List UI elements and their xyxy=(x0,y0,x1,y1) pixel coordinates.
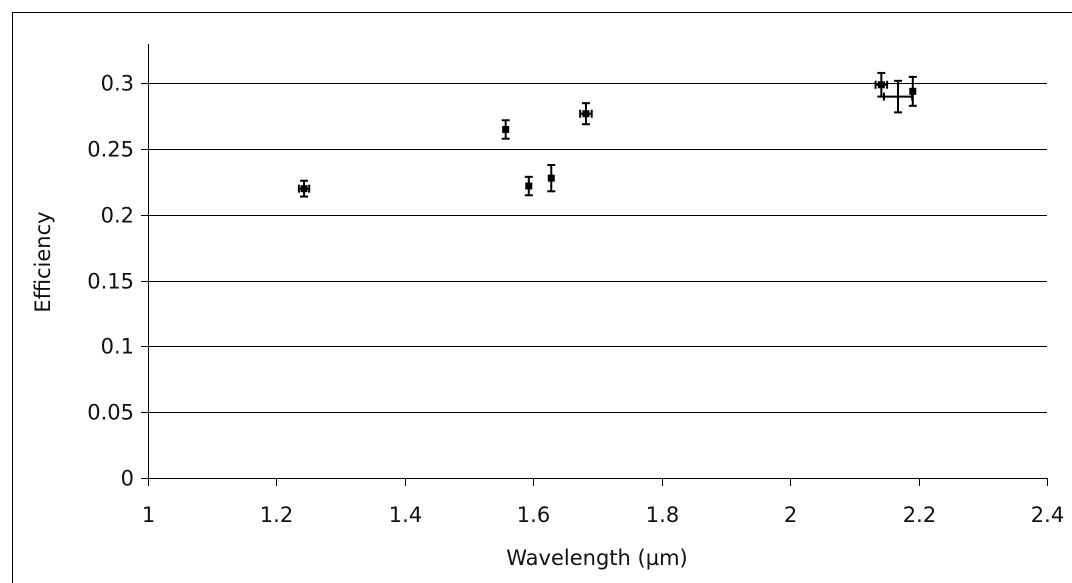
y-tick-label: 0 xyxy=(121,467,134,491)
y-tick-label: 0.25 xyxy=(87,138,134,162)
x-tick-label: 1.8 xyxy=(646,503,679,527)
data-point xyxy=(547,163,556,193)
y-tick-label: 0.15 xyxy=(87,270,134,294)
y-tick-label: 0.1 xyxy=(101,335,134,359)
chart-frame xyxy=(12,12,1072,583)
x-tick-label: 2 xyxy=(784,503,797,527)
x-axis-title: Wavelength (µm) xyxy=(506,546,687,570)
data-point xyxy=(579,102,593,126)
point-marker xyxy=(502,125,510,133)
x-tick-label: 2.4 xyxy=(1031,503,1064,527)
point-marker xyxy=(300,185,308,193)
point-marker xyxy=(909,87,917,95)
x-tick-label: 1.4 xyxy=(389,503,422,527)
axes xyxy=(141,44,1048,486)
data-point xyxy=(908,75,917,107)
y-axis-title: Efficiency xyxy=(31,211,55,312)
x-tick-label: 2.2 xyxy=(903,503,936,527)
point-marker xyxy=(582,110,590,118)
point-marker xyxy=(877,81,885,89)
data-point xyxy=(297,179,311,198)
data-point xyxy=(501,119,510,140)
data-points xyxy=(297,71,917,198)
gridlines xyxy=(148,83,1047,413)
x-tick-label: 1.2 xyxy=(260,503,293,527)
y-tick-label: 0.3 xyxy=(101,72,134,96)
data-point xyxy=(524,175,533,197)
tick-labels: 0 0.05 0.1 0.15 0.2 0.25 0.3 1 1.2 1.4 1.6 1.8 2 2.2 2… xyxy=(87,72,1064,528)
data-point xyxy=(882,79,914,114)
point-marker xyxy=(547,174,555,182)
y-tick-label: 0.2 xyxy=(101,204,134,228)
x-tick-label: 1 xyxy=(142,503,155,527)
x-tick-label: 1.6 xyxy=(517,503,550,527)
point-marker xyxy=(525,182,533,190)
data-point xyxy=(874,71,889,98)
y-tick-label: 0.05 xyxy=(87,401,134,425)
